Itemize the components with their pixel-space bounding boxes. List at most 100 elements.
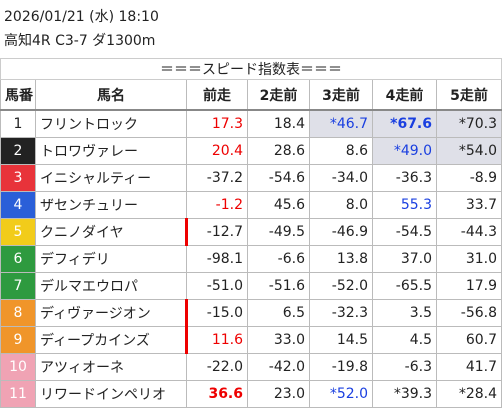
speed-index: -42.0 [247,353,310,381]
speed-index: -56.8 [435,299,503,327]
speed-index: 36.6 [186,380,248,408]
speed-index: -32.3 [309,299,373,327]
speed-index: 13.8 [309,245,373,273]
horse-name: ディヴァージオン [35,299,187,327]
horse-name: アツィオーネ [35,353,187,381]
datetime: 2026/01/21 (水) 18:10 [4,9,159,25]
speed-index: -46.9 [309,218,373,246]
speed-index: 20.4 [186,137,248,165]
column-header: 3走前 [309,79,373,111]
speed-index: 3.5 [372,299,437,327]
speed-index: 11.6 [185,326,248,354]
speed-index: *52.0 [309,380,373,408]
table-row: 10 アツィオーネ -22.0 -42.0 -19.8 -6.3 41.7 [0,353,503,381]
horse-name: フリントロック [35,109,187,138]
speed-index: -54.5 [372,218,437,246]
speed-index: *70.3 [435,109,503,138]
horse-name: イニシャルティー [35,164,187,192]
speed-index: 33.7 [435,191,503,219]
horse-number: 4 [0,191,36,219]
speed-index: *28.4 [435,380,503,408]
speed-index: 60.7 [435,326,503,354]
horse-name: ザセンチュリー [35,191,187,219]
column-header: 馬番 [0,79,36,111]
speed-index: 45.6 [247,191,310,219]
speed-index: 6.5 [247,299,310,327]
table-row: 5 クニノダイヤ -12.7 -49.5 -46.9 -54.5 -44.3 [0,218,503,246]
horse-name: デフィデリ [35,245,187,273]
speed-index: 33.0 [247,326,310,354]
horse-number: 9 [0,326,36,354]
speed-index: 37.0 [372,245,437,273]
speed-index: -49.5 [247,218,310,246]
table-row: 6 デフィデリ -98.1 -6.6 13.8 37.0 31.0 [0,245,503,273]
column-header: 馬名 [35,79,187,111]
speed-index: -65.5 [372,272,437,300]
column-header: 4走前 [372,79,437,111]
speed-index: *49.0 [372,137,437,165]
speed-index: -52.0 [309,272,373,300]
horse-number: 7 [0,272,36,300]
horse-number: 1 [0,109,36,138]
speed-index: *67.6 [372,109,437,138]
speed-table: ＝＝＝スピード指数表＝＝＝ 馬番 馬名 前走 2走前 3走前 4走前 5走前 1 フリントロッ… [0,58,503,408]
horse-number: 10 [0,353,36,381]
horse-name: トロワヴァレー [35,137,187,165]
speed-index: 8.0 [309,191,373,219]
speed-index: *39.3 [372,380,437,408]
speed-index: -8.9 [435,164,503,192]
speed-index: 14.5 [309,326,373,354]
table-row: 11 リワードインペリオ 36.6 23.0 *52.0 *39.3 *28.4 [0,380,503,408]
table-row: 2 トロワヴァレー 20.4 28.6 8.6 *49.0 *54.0 [0,137,503,165]
table-row: 8 ディヴァージオン -15.0 6.5 -32.3 3.5 -56.8 [0,299,503,327]
speed-index: -6.6 [247,245,310,273]
horse-number: 8 [0,299,36,327]
speed-index: 41.7 [435,353,503,381]
speed-index: 31.0 [435,245,503,273]
speed-index: 4.5 [372,326,437,354]
speed-index: 8.6 [309,137,373,165]
horse-number: 11 [0,380,36,408]
speed-index: *46.7 [309,109,373,138]
speed-index: 28.6 [247,137,310,165]
speed-index: -15.0 [185,299,248,327]
column-header: 前走 [186,79,248,111]
table-row: 1 フリントロック 17.3 18.4 *46.7 *67.6 *70.3 [0,109,503,138]
speed-index: -19.8 [309,353,373,381]
column-header: 5走前 [435,79,503,111]
speed-index: -54.6 [247,164,310,192]
speed-index: -1.2 [186,191,248,219]
horse-name: クニノダイヤ [35,218,187,246]
speed-index: 23.0 [247,380,310,408]
speed-index: -34.0 [309,164,373,192]
table-title: ＝＝＝スピード指数表＝＝＝ [0,58,503,80]
speed-index: -36.3 [372,164,437,192]
speed-index: *54.0 [435,137,503,165]
table-row: 3 イニシャルティー -37.2 -54.6 -34.0 -36.3 -8.9 [0,164,503,192]
table-row: 9 ディープカインズ 11.6 33.0 14.5 4.5 60.7 [0,326,503,354]
horse-number: 6 [0,245,36,273]
speed-index: -44.3 [435,218,503,246]
speed-index: 18.4 [247,109,310,138]
horse-name: リワードインペリオ [35,380,187,408]
table-row: 4 ザセンチュリー -1.2 45.6 8.0 55.3 33.7 [0,191,503,219]
speed-index: 17.3 [186,109,248,138]
speed-index: -98.1 [186,245,248,273]
speed-index: -6.3 [372,353,437,381]
horse-number: 3 [0,164,36,192]
horse-name: ディープカインズ [35,326,187,354]
speed-index: 55.3 [372,191,437,219]
table-row: 7 デルマエウロパ -51.0 -51.6 -52.0 -65.5 17.9 [0,272,503,300]
speed-index: -22.0 [186,353,248,381]
speed-index: 17.9 [435,272,503,300]
horse-number: 5 [0,218,36,246]
speed-index: -51.6 [247,272,310,300]
race-info: 高知4R C3-7 ダ1300m [4,33,156,49]
speed-index: -51.0 [186,272,248,300]
speed-index: -37.2 [186,164,248,192]
horse-name: デルマエウロパ [35,272,187,300]
horse-number: 2 [0,137,36,165]
speed-index: -12.7 [185,218,248,246]
column-header: 2走前 [247,79,310,111]
